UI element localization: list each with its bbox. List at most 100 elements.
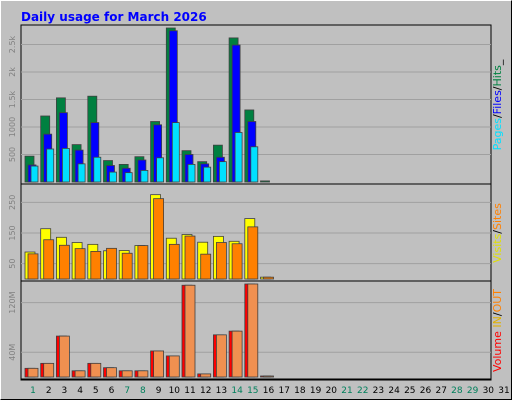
day-label-20: 20: [326, 386, 338, 396]
bar-sites-day-4: [74, 248, 86, 280]
bar-hits-day-16: [260, 180, 270, 183]
day-label-16: 16: [263, 386, 275, 396]
day-label-7: 7: [124, 386, 130, 396]
bar-out-day-3: [59, 335, 70, 378]
bar-out-day-4: [74, 370, 86, 378]
day-label-21: 21: [341, 386, 352, 396]
bar-pages-day-11: [187, 163, 196, 183]
day-label-30: 30: [483, 386, 495, 396]
legend-entry: Files: [491, 90, 504, 114]
bar-sites-day-8: [137, 245, 149, 280]
bar-pages-day-5: [93, 156, 102, 183]
bar-pages-day-12: [203, 166, 212, 183]
bar-sites-day-6: [106, 247, 117, 280]
day-label-26: 26: [420, 386, 432, 396]
bar-sites-day-10: [168, 243, 180, 280]
bar-sites-day-1: [27, 253, 39, 280]
bar-pages-day-3: [62, 148, 70, 183]
day-label-3: 3: [62, 386, 68, 396]
y-tick-label: 2.5k: [8, 35, 17, 53]
bar-pages-day-1: [30, 165, 39, 183]
bar-sites-day-9: [153, 198, 165, 280]
day-label-12: 12: [200, 386, 211, 396]
bar-sites-day-15: [247, 226, 259, 280]
day-label-22: 22: [357, 386, 368, 396]
day-label-14: 14: [231, 386, 243, 396]
bar-out-day-5: [90, 362, 102, 378]
legend-entry: /: [491, 230, 504, 234]
bar-out-day-7: [121, 370, 133, 378]
bar-pages-day-6: [109, 171, 117, 183]
bar-out-day-16: [263, 375, 274, 378]
legend-entry: Hits: [491, 65, 504, 87]
bar-sites-day-13: [215, 242, 227, 280]
bar-out-day-11: [184, 284, 196, 378]
day-label-13: 13: [216, 386, 227, 396]
legend-entry: Pages: [491, 118, 504, 151]
bar-pages-day-10: [171, 122, 180, 183]
bar-sites-day-12: [200, 253, 212, 280]
legend-entry: Volume: [491, 331, 504, 372]
y-tick-label: 500: [8, 147, 17, 162]
legend-entry: /: [491, 86, 504, 90]
legend-top: Pages/Files/Hits_: [491, 59, 504, 150]
bar-out-day-9: [153, 350, 165, 378]
bar-pages-day-8: [140, 170, 149, 183]
bar-out-day-2: [43, 362, 55, 378]
day-label-9: 9: [156, 386, 162, 396]
bar-out-day-1: [27, 367, 39, 378]
bar-sites-day-7: [121, 252, 133, 280]
day-label-23: 23: [373, 386, 384, 396]
bar-sites-day-16: [263, 276, 274, 280]
y-tick-label: 1000: [8, 117, 17, 137]
day-label-6: 6: [109, 386, 115, 396]
bar-out-day-10: [168, 355, 180, 378]
bar-out-day-13: [215, 334, 227, 378]
y-tick-label: 250: [8, 195, 17, 210]
y-tick-label: 40M: [8, 344, 17, 361]
y-tick-label: 50: [8, 259, 17, 269]
day-label-29: 29: [467, 386, 479, 396]
legend-entry: Visits: [491, 233, 504, 262]
bar-pages-day-14: [234, 132, 243, 183]
day-label-2: 2: [46, 386, 52, 396]
legend-entry: Sites: [491, 203, 504, 230]
legend-entry: IN: [491, 316, 504, 327]
bar-sites-day-11: [184, 235, 196, 280]
legend-entry: _: [491, 59, 504, 66]
bar-pages-day-15: [250, 146, 259, 183]
y-tick-label: 150: [8, 225, 17, 240]
bar-out-day-6: [106, 367, 117, 378]
day-label-15: 15: [247, 386, 258, 396]
day-label-25: 25: [404, 386, 415, 396]
legend-middle: Visits/Sites: [491, 203, 504, 263]
day-label-10: 10: [169, 386, 181, 396]
day-label-8: 8: [140, 386, 146, 396]
legend-bottom: Volume IN/OUT: [491, 289, 504, 372]
bar-sites-day-5: [90, 250, 102, 280]
day-label-11: 11: [184, 386, 195, 396]
bar-pages-day-9: [156, 157, 165, 183]
day-label-17: 17: [278, 386, 289, 396]
bar-pages-day-13: [218, 161, 227, 183]
day-label-27: 27: [435, 386, 446, 396]
y-tick-label: 2k: [8, 67, 17, 77]
bar-sites-day-2: [43, 239, 55, 280]
y-tick-label: 120M: [8, 291, 17, 313]
legend-entry: /: [491, 312, 504, 316]
day-label-18: 18: [294, 386, 306, 396]
bar-sites-day-3: [59, 244, 70, 280]
bar-sites-day-14: [231, 243, 243, 280]
chart-title: Daily usage for March 2026: [21, 10, 207, 24]
bar-out-day-15: [247, 283, 259, 378]
day-label-28: 28: [451, 386, 463, 396]
y-tick-label: 1.5k: [8, 90, 17, 108]
bar-pages-day-4: [77, 163, 86, 183]
day-label-31: 31: [498, 386, 509, 396]
day-label-24: 24: [388, 386, 400, 396]
day-label-5: 5: [93, 386, 99, 396]
bar-out-day-14: [231, 330, 243, 378]
legend-entry: OUT: [491, 289, 504, 313]
